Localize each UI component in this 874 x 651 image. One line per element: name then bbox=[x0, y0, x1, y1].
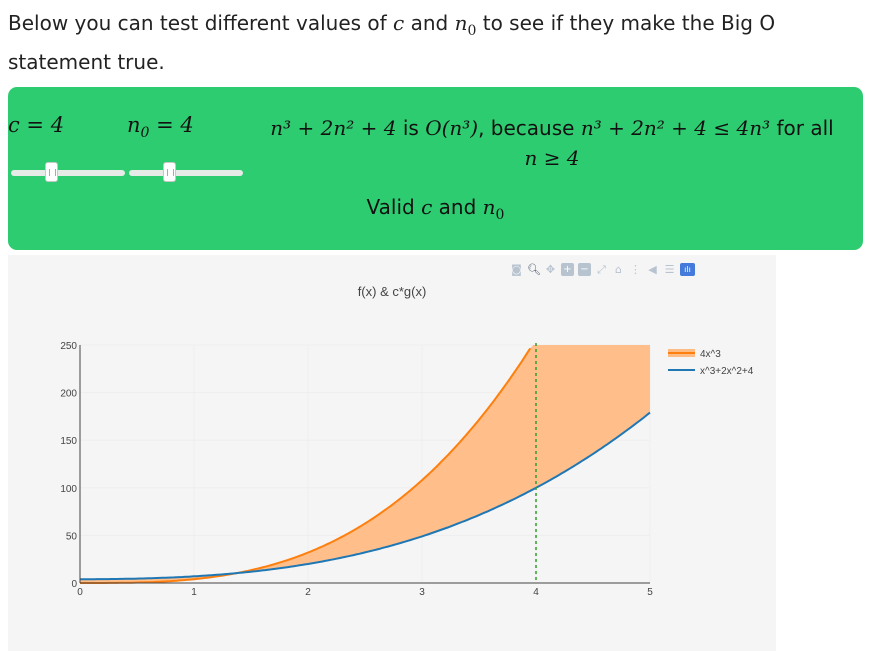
big-o-statement: n³ + 2n² + 4 is O(n³), because n³ + 2n² … bbox=[270, 116, 834, 170]
hover-closest-icon[interactable]: ◀ bbox=[648, 262, 657, 276]
zoom-icon[interactable]: 🔍︎ bbox=[527, 262, 541, 276]
plotly-logo-icon[interactable]: ılı bbox=[680, 262, 695, 276]
n0-label: n0 = 4 bbox=[127, 113, 194, 142]
reset-axes-icon[interactable]: ⌂ bbox=[615, 262, 622, 276]
zoom-out-icon[interactable]: − bbox=[578, 262, 591, 276]
c-slider-handle[interactable] bbox=[44, 162, 58, 182]
intro-text: Below you can test different values of c… bbox=[8, 11, 776, 74]
plot-modebar: ◙ 🔍︎ ✥ + − ⤢ ⌂ ⋮ ◀ ☰ ılı bbox=[510, 262, 695, 276]
n0-slider[interactable] bbox=[129, 162, 243, 182]
pan-icon[interactable]: ✥ bbox=[545, 262, 556, 276]
zoom-in-icon[interactable]: + bbox=[561, 262, 574, 276]
controls-panel: c = 4 n0 = 4 n³ + 2n² + 4 is O(n³), beca… bbox=[8, 87, 863, 250]
camera-icon[interactable]: ◙ bbox=[511, 262, 522, 276]
plot-container bbox=[8, 255, 776, 651]
n0-slider-handle[interactable] bbox=[162, 162, 176, 182]
validity-result: Valid c and n0 bbox=[366, 195, 505, 223]
spike-lines-icon[interactable]: ⋮ bbox=[630, 262, 641, 276]
hover-compare-icon[interactable]: ☰ bbox=[664, 262, 675, 276]
c-label: c = 4 bbox=[8, 113, 65, 137]
autoscale-icon[interactable]: ⤢ bbox=[597, 262, 606, 276]
c-slider[interactable] bbox=[11, 162, 125, 182]
